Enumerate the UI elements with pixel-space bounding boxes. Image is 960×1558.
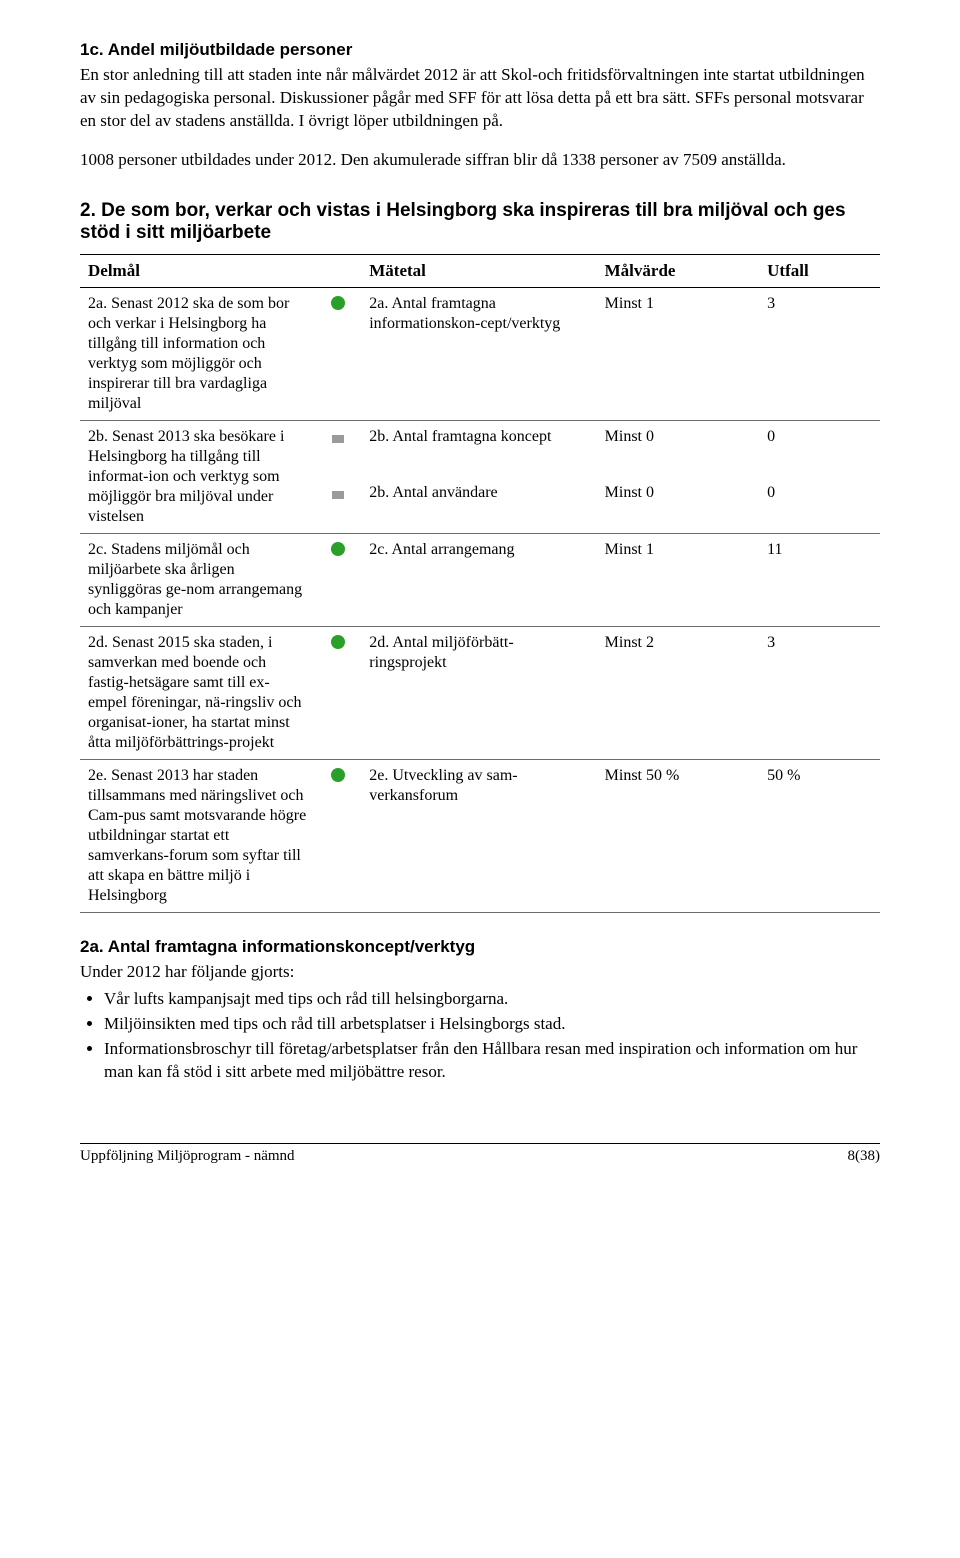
delmal-cell: 2c. Stadens miljömål och miljöarbete ska… [80,533,315,626]
col-malvarde: Målvärde [597,254,760,287]
status-dot-cell [315,626,361,759]
table-header-row: Delmål Mätetal Målvärde Utfall [80,254,880,287]
para-1c-1: En stor anledning till att staden inte n… [80,64,880,133]
bullet-item: Miljöinsikten med tips och råd till arbe… [104,1013,880,1036]
table-row: 2a. Senast 2012 ska de som bor och verka… [80,287,880,420]
bullet-list-2a: Vår lufts kampanjsajt med tips och råd t… [104,988,880,1084]
intro-2a: Under 2012 har följande gjorts: [80,961,880,984]
col-matetal: Mätetal [361,254,596,287]
col-utfall: Utfall [759,254,880,287]
table-row: 2c. Stadens miljömål och miljöarbete ska… [80,533,880,626]
heading-2a: 2a. Antal framtagna informationskoncept/… [80,937,880,957]
status-dot-icon [331,768,345,782]
page-footer: Uppföljning Miljöprogram - nämnd 8(38) [80,1143,880,1165]
malvarde-cell: Minst 1 [597,533,760,626]
utfall-cell: 11 [759,533,880,626]
utfall-cell: 0 [759,477,880,534]
status-square-icon [332,435,344,443]
footer-left: Uppföljning Miljöprogram - nämnd [80,1148,295,1165]
table-row: 2e. Senast 2013 har staden tillsammans m… [80,759,880,912]
status-dot-icon [331,296,345,310]
status-dot-cell [315,759,361,912]
utfall-cell: 3 [759,626,880,759]
heading-1c: 1c. Andel miljöutbildade personer [80,40,880,60]
status-dot-icon [331,542,345,556]
page: 1c. Andel miljöutbildade personer En sto… [0,0,960,1205]
malvarde-cell: Minst 0 [597,477,760,534]
col-delmal: Delmål [80,254,315,287]
delmal-cell: 2d. Senast 2015 ska staden, i samverkan … [80,626,315,759]
malvarde-cell: Minst 1 [597,287,760,420]
malvarde-cell: Minst 0 [597,420,760,477]
col-dot [315,254,361,287]
delmal-cell: 2e. Senast 2013 har staden tillsammans m… [80,759,315,912]
matetal-cell: 2d. Antal miljöförbätt-ringsprojekt [361,626,596,759]
footer-right: 8(38) [848,1148,881,1165]
status-dot-icon [331,635,345,649]
utfall-cell: 50 % [759,759,880,912]
table-row: 2b. Senast 2013 ska besökare i Helsingbo… [80,420,880,477]
malvarde-cell: Minst 50 % [597,759,760,912]
status-dot-cell [315,287,361,420]
malvarde-cell: Minst 2 [597,626,760,759]
utfall-cell: 0 [759,420,880,477]
delmal-cell: 2b. Senast 2013 ska besökare i Helsingbo… [80,420,315,533]
delmal-cell: 2a. Senast 2012 ska de som bor och verka… [80,287,315,420]
matetal-cell: 2c. Antal arrangemang [361,533,596,626]
bullet-item: Informationsbroschyr till företag/arbets… [104,1038,880,1084]
utfall-cell: 3 [759,287,880,420]
heading-2: 2. De som bor, verkar och vistas i Helsi… [80,200,880,244]
matetal-cell: 2b. Antal framtagna koncept [361,420,596,477]
goals-table: Delmål Mätetal Målvärde Utfall 2a. Senas… [80,254,880,913]
status-dot-cell [315,477,361,534]
para-1c-2: 1008 personer utbildades under 2012. Den… [80,149,880,172]
status-square-icon [332,491,344,499]
matetal-cell: 2e. Utveckling av sam-verkansforum [361,759,596,912]
bullet-item: Vår lufts kampanjsajt med tips och råd t… [104,988,880,1011]
matetal-cell: 2a. Antal framtagna informationskon-cept… [361,287,596,420]
matetal-cell: 2b. Antal användare [361,477,596,534]
status-dot-cell [315,420,361,477]
status-dot-cell [315,533,361,626]
table-row: 2d. Senast 2015 ska staden, i samverkan … [80,626,880,759]
